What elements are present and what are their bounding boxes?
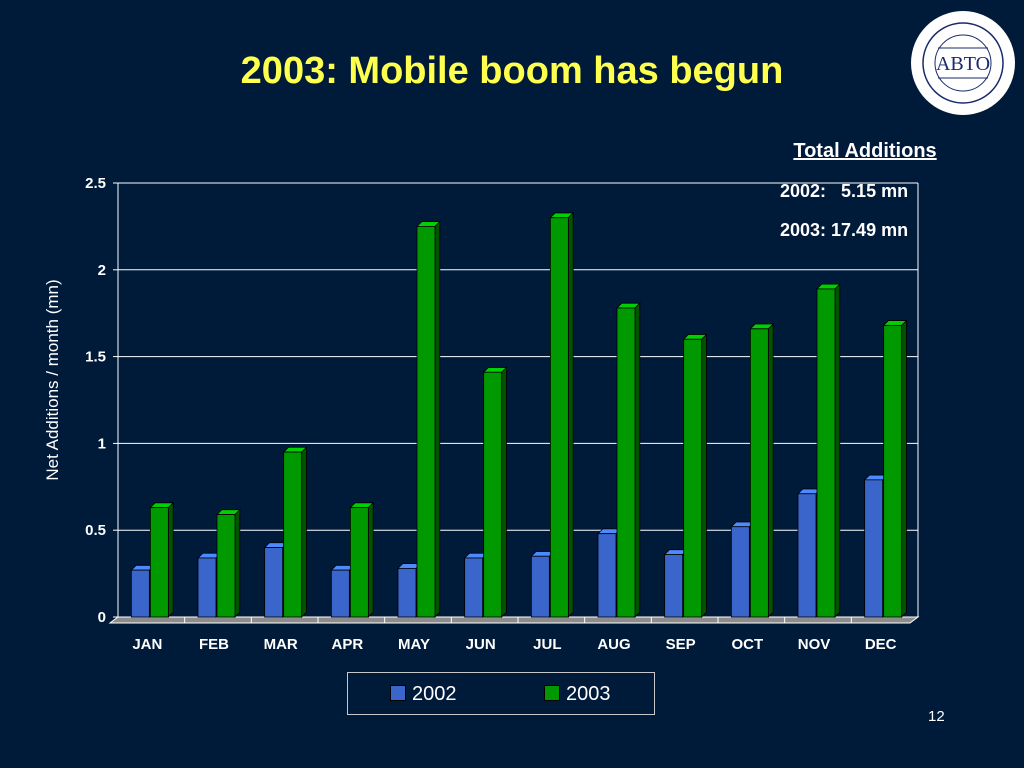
x-tick-label-apr: APR <box>331 636 363 653</box>
bar-2002-jun <box>464 557 484 618</box>
abto-logo: ABTO <box>911 11 1015 115</box>
legend-label-2002: 2002 <box>412 683 457 705</box>
y-tick-label: 1.5 <box>85 349 106 366</box>
x-tick-label-jul: JUL <box>533 636 561 653</box>
bar-2003-sep <box>683 338 703 618</box>
total-2002: 2002: 5.15 mn <box>780 181 909 201</box>
bar-2003-nov <box>816 288 836 618</box>
bar-side-2003-mar <box>301 446 307 618</box>
bar-2003-apr <box>349 507 369 618</box>
total-2003: 2003: 17.49 mn <box>780 220 909 240</box>
x-tick-label-sep: SEP <box>666 636 696 653</box>
chart-floor <box>108 616 920 624</box>
bar-side-2003-dec <box>901 319 907 618</box>
bar-2003-feb <box>216 514 236 618</box>
bar-side-2003-oct <box>767 323 774 618</box>
legend-item-2002: 2002 <box>390 683 457 706</box>
bar-side-2003-aug <box>634 302 641 618</box>
y-tick-label: 0.5 <box>85 522 106 539</box>
bar-2002-may <box>397 567 417 618</box>
bar-2002-mar <box>264 547 284 618</box>
x-tick-label-may: MAY <box>398 636 430 653</box>
bar-2002-nov <box>797 493 817 618</box>
total-additions-box: Total Additions 2002: 5.15 mn 2003: 17.4… <box>760 140 970 241</box>
x-tick-label-aug: AUG <box>597 636 630 653</box>
y-tick-label: 2 <box>98 262 106 279</box>
bar-2003-jun <box>483 371 503 618</box>
bar-2003-dec <box>883 324 903 618</box>
y-axis-title: Net Additions / month (mn) <box>43 279 62 480</box>
bar-side-2003-feb <box>234 508 241 618</box>
bar-2002-aug <box>597 533 617 618</box>
bar-2003-may <box>416 225 436 618</box>
legend-swatch-2002 <box>390 685 406 701</box>
bar-2002-jan <box>130 569 150 618</box>
bar-2002-oct <box>730 526 750 618</box>
x-tick-label-mar: MAR <box>264 636 298 653</box>
bar-2002-feb <box>197 557 217 618</box>
x-tick-label-oct: OCT <box>731 636 763 653</box>
chart-legend: 2002 2003 <box>347 672 655 715</box>
bar-2003-oct <box>749 328 769 618</box>
bar-2002-apr <box>330 569 350 618</box>
total-additions-heading: Total Additions <box>793 140 937 162</box>
y-tick-label: 2.5 <box>85 175 106 192</box>
x-tick-label-jan: JAN <box>132 636 162 653</box>
bar-2003-jul <box>549 217 569 618</box>
page-number: 12 <box>928 708 945 725</box>
x-tick-label-nov: NOV <box>798 636 831 653</box>
y-tick-label: 0 <box>98 609 106 626</box>
bar-side-2003-jan <box>167 501 174 618</box>
bar-side-2003-jul <box>567 211 574 618</box>
legend-swatch-2003 <box>544 685 560 701</box>
bar-2003-aug <box>616 307 636 618</box>
x-tick-label-feb: FEB <box>199 636 229 653</box>
x-tick-label-jun: JUN <box>466 636 496 653</box>
x-tick-label-dec: DEC <box>865 636 897 653</box>
bar-2003-mar <box>283 451 303 618</box>
legend-label-2003: 2003 <box>566 683 611 705</box>
bar-side-2003-jun <box>501 366 507 618</box>
svg-text:ABTO: ABTO <box>936 53 990 75</box>
bar-side-2003-may <box>434 220 441 618</box>
page-title: 2003: Mobile boom has begun <box>240 50 784 92</box>
bar-2003-jan <box>149 507 169 618</box>
y-tick-label: 1 <box>98 435 106 452</box>
legend-item-2003: 2003 <box>544 683 611 706</box>
bar-side-2003-sep <box>701 333 707 618</box>
bar-2002-jul <box>530 555 550 618</box>
bar-side-2003-apr <box>367 501 374 618</box>
bar-2002-sep <box>664 554 684 618</box>
bar-2002-dec <box>864 479 884 618</box>
bar-side-2003-nov <box>834 283 841 618</box>
